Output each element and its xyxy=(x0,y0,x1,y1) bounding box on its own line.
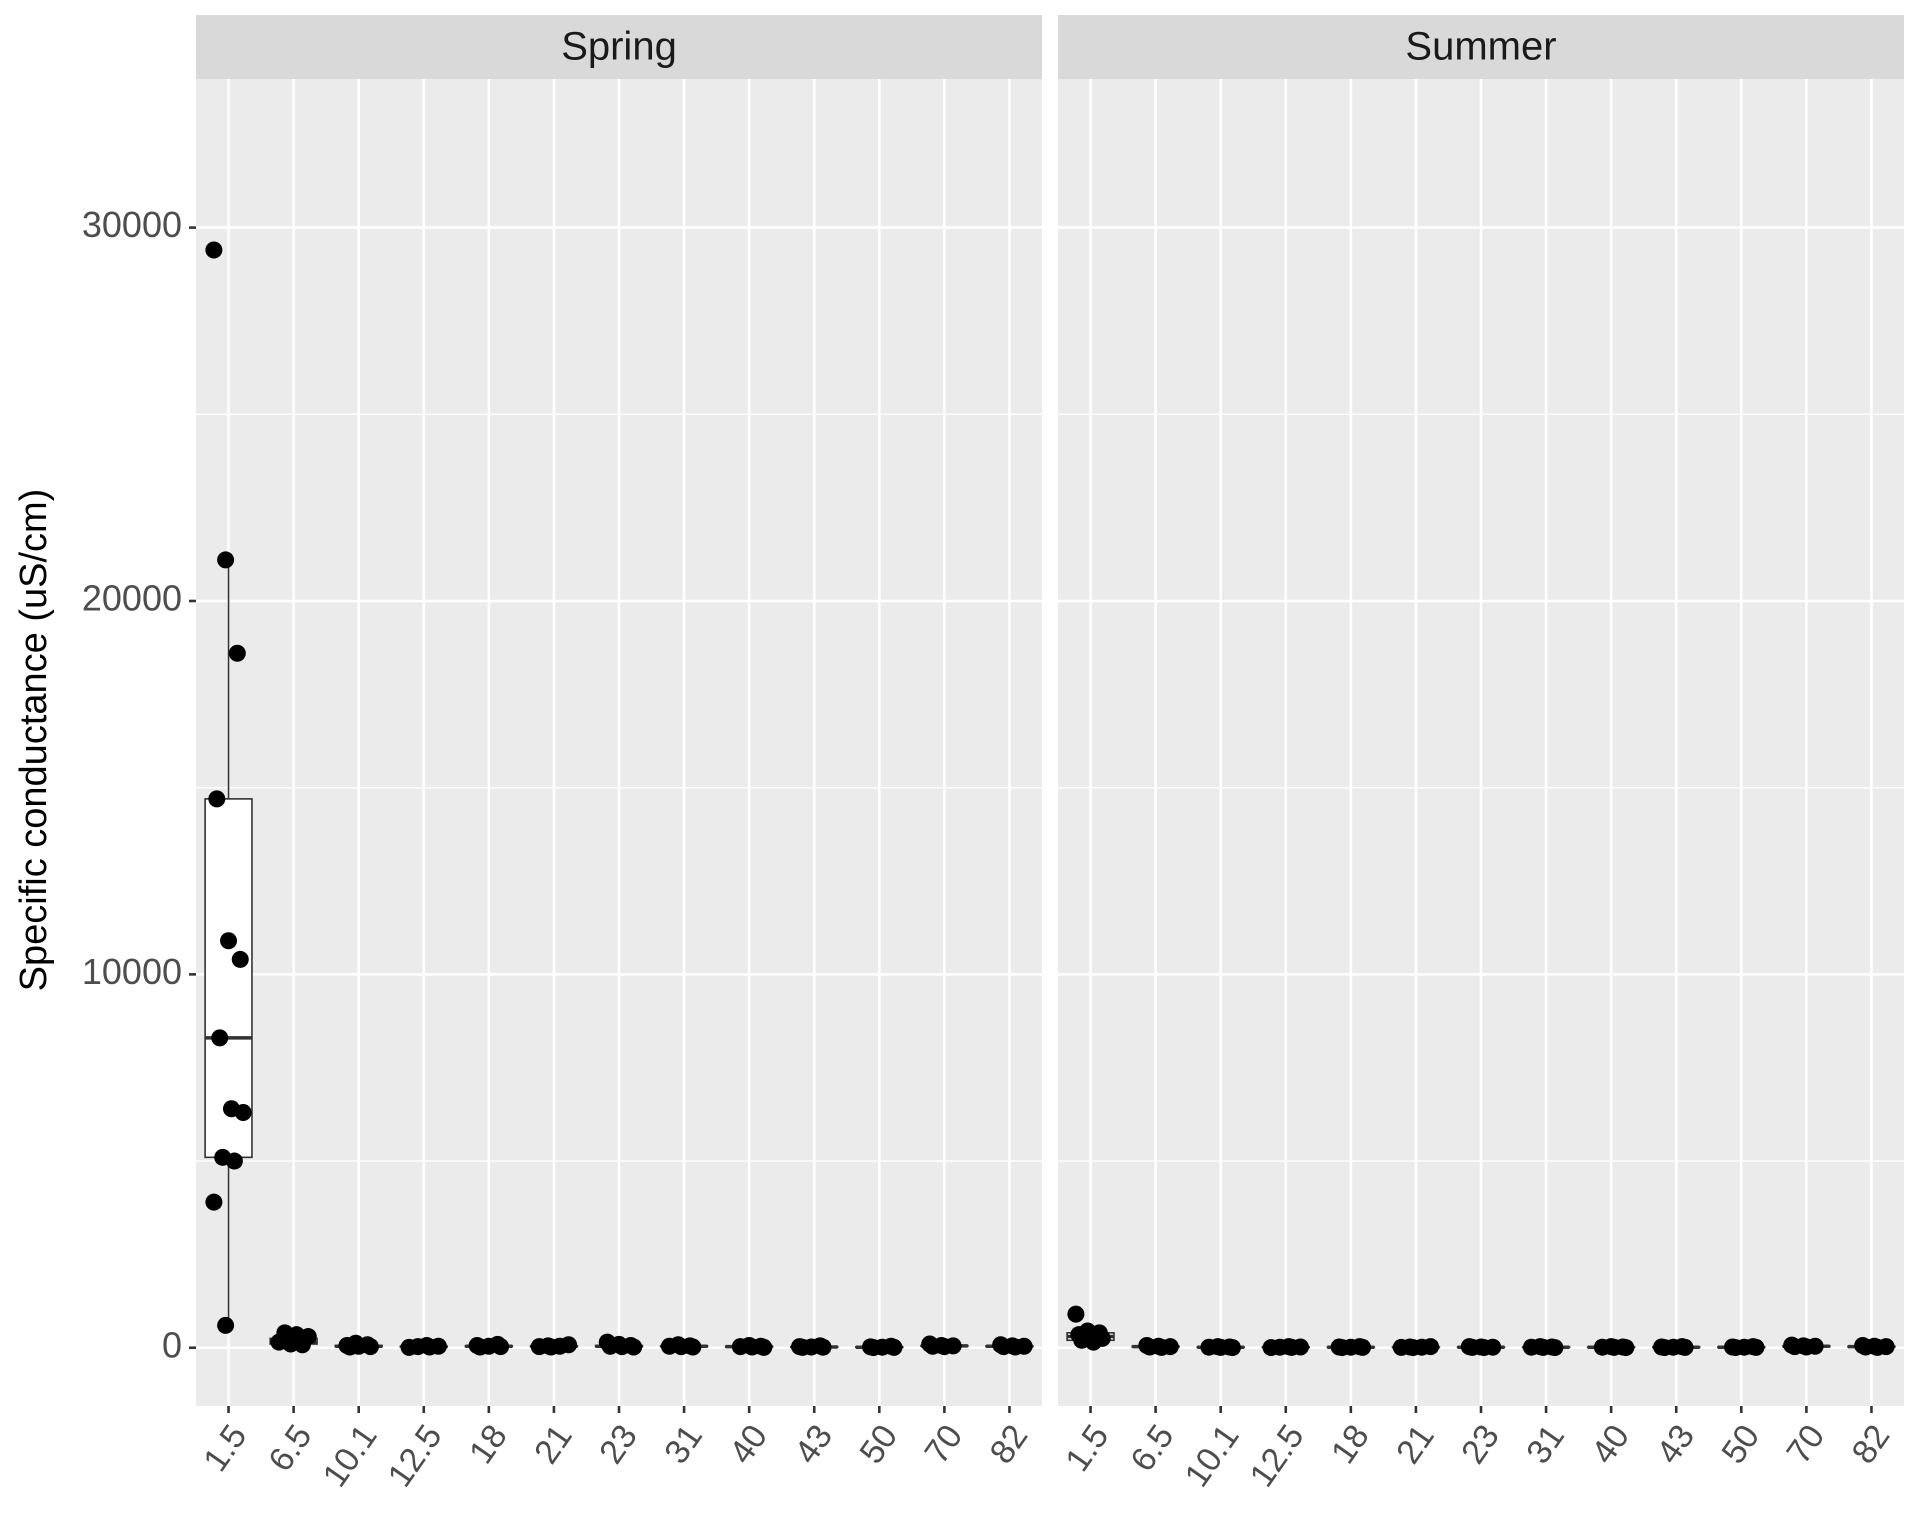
point xyxy=(1656,1339,1674,1357)
x-tick-label: 6.5 xyxy=(261,1418,319,1479)
point xyxy=(492,1338,510,1356)
x-tick-label: 1.5 xyxy=(1058,1418,1116,1479)
point xyxy=(361,1338,379,1356)
facet-title: Spring xyxy=(561,25,677,69)
x-tick-label: 23 xyxy=(592,1418,645,1471)
point xyxy=(1676,1338,1694,1356)
point xyxy=(625,1338,643,1356)
point xyxy=(1333,1339,1351,1357)
point xyxy=(542,1338,560,1356)
point xyxy=(1404,1339,1422,1357)
point xyxy=(1006,1338,1024,1356)
x-tick-label: 50 xyxy=(1714,1418,1767,1471)
point xyxy=(400,1338,418,1356)
x-tick-label: 12.5 xyxy=(1243,1418,1312,1494)
point xyxy=(814,1338,832,1356)
x-tick-label: 43 xyxy=(787,1418,840,1471)
x-tick-label: 31 xyxy=(1519,1418,1572,1471)
x-tick-label: 12.5 xyxy=(381,1418,450,1494)
x-tick-label: 10.1 xyxy=(316,1418,385,1494)
point xyxy=(211,1029,229,1047)
point xyxy=(228,644,246,662)
x-tick-label: 43 xyxy=(1649,1418,1702,1471)
point xyxy=(684,1338,702,1356)
point xyxy=(1067,1305,1085,1323)
strip xyxy=(196,15,1042,79)
point xyxy=(421,1338,439,1356)
point xyxy=(208,790,226,808)
point xyxy=(1546,1339,1564,1357)
box xyxy=(204,798,253,1159)
point xyxy=(1797,1338,1815,1356)
y-tick-label: 0 xyxy=(162,1324,182,1365)
point xyxy=(794,1338,812,1356)
point xyxy=(205,1193,223,1211)
point xyxy=(1283,1338,1301,1356)
x-tick-label: 23 xyxy=(1454,1418,1507,1471)
point xyxy=(471,1338,489,1356)
point xyxy=(220,932,238,950)
point xyxy=(1262,1339,1280,1357)
point xyxy=(1747,1338,1765,1356)
point xyxy=(217,1316,235,1334)
facet-title: Summer xyxy=(1405,25,1556,69)
y-tick-label: 30000 xyxy=(82,204,182,245)
point xyxy=(1084,1333,1102,1351)
x-tick-label: 40 xyxy=(722,1418,775,1471)
x-tick-label: 40 xyxy=(1584,1418,1637,1471)
strip xyxy=(1058,15,1904,79)
x-tick-label: 82 xyxy=(983,1418,1036,1471)
y-tick-label: 20000 xyxy=(82,578,182,619)
x-tick-label: 10.1 xyxy=(1178,1418,1247,1494)
x-tick-label: 21 xyxy=(527,1418,580,1471)
point xyxy=(341,1338,359,1356)
point xyxy=(225,1152,243,1170)
point xyxy=(205,241,223,259)
point xyxy=(885,1338,903,1356)
x-tick-label: 31 xyxy=(657,1418,710,1471)
point xyxy=(755,1338,773,1356)
point xyxy=(234,1104,252,1122)
y-tick-label: 10000 xyxy=(82,951,182,992)
x-tick-label: 21 xyxy=(1389,1418,1442,1471)
point xyxy=(293,1336,311,1354)
y-axis-title: Specific conductance (uS/cm) xyxy=(13,489,55,992)
x-tick-label: 82 xyxy=(1845,1418,1898,1471)
point xyxy=(1152,1338,1170,1356)
x-tick-label: 50 xyxy=(852,1418,905,1471)
point xyxy=(1617,1339,1635,1357)
point xyxy=(935,1338,953,1356)
point xyxy=(864,1339,882,1357)
point xyxy=(1223,1339,1241,1357)
point xyxy=(1475,1339,1493,1357)
x-tick-label: 18 xyxy=(462,1418,515,1471)
point xyxy=(1354,1338,1372,1356)
point xyxy=(231,950,249,968)
x-tick-label: 18 xyxy=(1324,1418,1377,1471)
point xyxy=(1726,1339,1744,1357)
x-tick-label: 1.5 xyxy=(196,1418,254,1479)
point xyxy=(1868,1338,1886,1356)
x-tick-label: 70 xyxy=(917,1418,970,1471)
point xyxy=(217,551,235,569)
x-tick-label: 70 xyxy=(1779,1418,1832,1471)
x-tick-label: 6.5 xyxy=(1123,1418,1181,1479)
